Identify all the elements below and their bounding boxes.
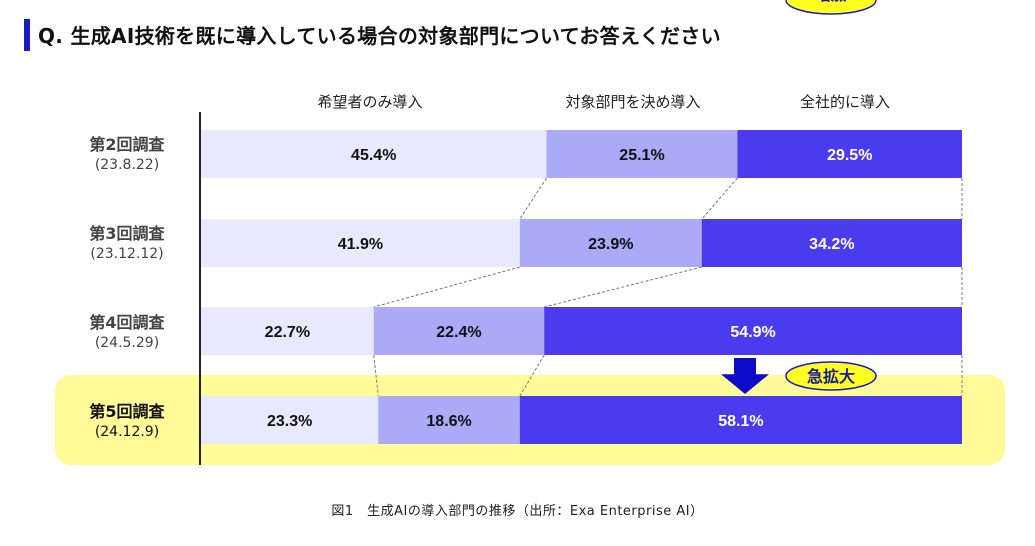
bar-segment bbox=[519, 396, 962, 444]
row-label-survey-4: 第4回調査 (24.5.29) bbox=[72, 309, 182, 351]
data-label: 41.9% bbox=[338, 236, 383, 253]
category-axis-line bbox=[199, 112, 201, 465]
down-arrow-icon bbox=[721, 358, 769, 394]
survey-name: 第2回調査 bbox=[89, 135, 165, 154]
bar-segment bbox=[373, 307, 545, 355]
data-label: 23.3% bbox=[267, 413, 312, 430]
connector-line bbox=[519, 177, 547, 220]
data-label: 22.7% bbox=[265, 324, 310, 341]
figure-caption: 図1 生成AIの導入部門の推移（出所：Exa Enterprise AI） bbox=[331, 504, 704, 519]
data-label: 45.4% bbox=[351, 147, 396, 164]
survey-name: 第4回調査 bbox=[89, 313, 165, 332]
connector-line bbox=[544, 266, 702, 308]
callout-text: 急拡大 bbox=[807, 367, 855, 386]
connector-line bbox=[373, 266, 520, 308]
survey-name: 第3回調査 bbox=[89, 224, 165, 243]
survey-date: (23.8.22) bbox=[94, 157, 160, 173]
connector-line bbox=[519, 354, 545, 397]
connector-line bbox=[373, 354, 379, 397]
bar-segment bbox=[544, 307, 962, 355]
data-label: 29.5% bbox=[827, 147, 872, 164]
survey-name: 第5回調査 bbox=[89, 402, 165, 421]
bar-segment bbox=[201, 307, 374, 355]
survey-date: (24.5.29) bbox=[94, 335, 160, 351]
legend-label-volunteer: 希望者のみ導入 bbox=[317, 93, 423, 111]
title-accent-bar bbox=[24, 19, 30, 51]
bar-segment bbox=[737, 130, 962, 178]
data-label: 34.2% bbox=[809, 236, 854, 253]
data-label: 54.9% bbox=[730, 324, 775, 341]
callout-text: 増加 bbox=[815, 0, 847, 4]
row-label-survey-3: 第3回調査 (23.12.12) bbox=[72, 220, 182, 262]
bar-segment bbox=[701, 219, 962, 267]
bar-segment bbox=[201, 130, 547, 178]
callout-badge bbox=[785, 0, 877, 15]
data-label: 18.6% bbox=[426, 413, 471, 430]
bar-segment bbox=[546, 130, 738, 178]
bar-segment bbox=[378, 396, 520, 444]
chart-title: Q. 生成AI技術を既に導入している場合の対象部門についてお答えください bbox=[38, 24, 721, 48]
survey-date: (24.12.9) bbox=[94, 424, 160, 440]
data-label: 23.9% bbox=[588, 236, 633, 253]
row-label-survey-2: 第2回調査 (23.8.22) bbox=[72, 131, 182, 173]
bar-segment bbox=[201, 396, 379, 444]
row-label-survey-5: 第5回調査 (24.12.9) bbox=[72, 398, 182, 440]
connector-line bbox=[701, 177, 738, 220]
legend-label-company-wide: 全社的に導入 bbox=[799, 93, 891, 111]
data-label: 25.1% bbox=[619, 147, 664, 164]
survey-date: (23.12.12) bbox=[90, 246, 164, 262]
data-label: 22.4% bbox=[436, 324, 481, 341]
legend-label-department: 対象部門を決め導入 bbox=[565, 93, 701, 111]
bar-segment bbox=[519, 219, 702, 267]
bar-segment bbox=[201, 219, 520, 267]
callout-badge bbox=[785, 361, 877, 391]
data-label: 58.1% bbox=[718, 413, 763, 430]
